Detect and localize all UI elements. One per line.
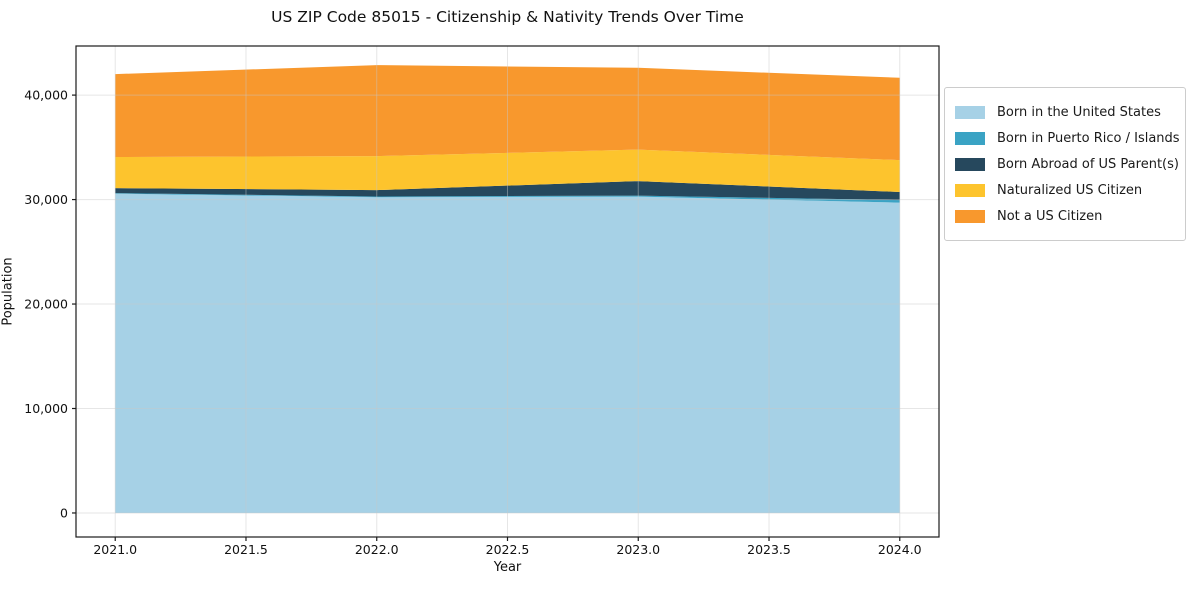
area-born-in-the-united-states (115, 193, 900, 513)
legend-label: Naturalized US Citizen (997, 182, 1143, 198)
x-tick-label: 2021.0 (93, 542, 137, 557)
legend-swatch-icon (955, 157, 985, 171)
legend-label: Born in the United States (997, 104, 1161, 120)
legend-item-born-in-puerto-rico-islands: Born in Puerto Rico / Islands (955, 125, 1180, 151)
legend-item-naturalized-us-citizen: Naturalized US Citizen (955, 177, 1175, 203)
legend: Born in the United States Born in Puerto … (944, 87, 1186, 241)
x-tick-label: 2023.0 (616, 542, 660, 557)
legend-swatch-icon (955, 131, 985, 145)
x-tick-label: 2022.0 (355, 542, 399, 557)
legend-item-not-a-us-citizen: Not a US Citizen (955, 203, 1175, 229)
legend-swatch-icon (955, 209, 985, 223)
y-tick-label: 30,000 (24, 192, 68, 207)
chart-title: US ZIP Code 85015 - Citizenship & Nativi… (271, 8, 744, 26)
legend-swatch-icon (955, 105, 985, 119)
area-born-abroad-of-us-parent-s (115, 181, 900, 201)
y-tick-label: 40,000 (24, 88, 68, 103)
legend-item-born-in-the-united-states: Born in the United States (955, 99, 1175, 125)
x-axis-label: Year (493, 560, 522, 575)
y-tick-label: 10,000 (24, 401, 68, 416)
y-axis-label: Population (0, 257, 16, 326)
area-naturalized-us-citizen (115, 149, 900, 192)
x-tick-label: 2021.5 (224, 542, 268, 557)
y-tick-label: 20,000 (24, 297, 68, 312)
y-tick-label: 0 (60, 505, 68, 520)
x-tick-label: 2023.5 (747, 542, 791, 557)
legend-label: Not a US Citizen (997, 208, 1103, 224)
area-born-in-puerto-rico-islands (115, 193, 900, 203)
x-tick-label: 2022.5 (486, 542, 530, 557)
area-not-a-us-citizen (115, 65, 900, 161)
legend-swatch-icon (955, 183, 985, 197)
legend-item-born-abroad-of-us-parent-s: Born Abroad of US Parent(s) (955, 151, 1179, 177)
x-tick-label: 2024.0 (878, 542, 922, 557)
legend-label: Born Abroad of US Parent(s) (997, 156, 1179, 172)
legend-label: Born in Puerto Rico / Islands (997, 130, 1180, 146)
